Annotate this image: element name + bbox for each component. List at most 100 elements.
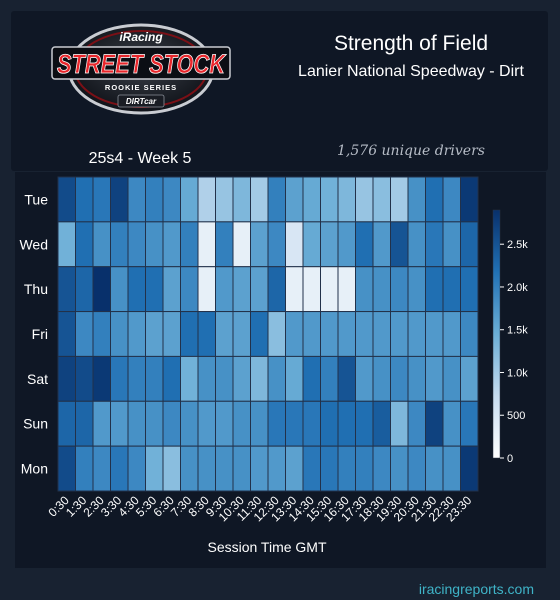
heatmap-cell[interactable]	[390, 221, 409, 268]
heatmap-cell[interactable]	[372, 445, 391, 492]
heatmap-cell[interactable]	[180, 445, 199, 492]
heatmap-cell[interactable]	[285, 176, 304, 223]
heatmap-cell[interactable]	[180, 311, 199, 357]
heatmap-cell[interactable]	[57, 176, 76, 223]
heatmap-cell[interactable]	[425, 266, 444, 313]
heatmap-cell[interactable]	[162, 266, 181, 313]
heatmap-cell[interactable]	[197, 221, 216, 268]
heatmap-cell[interactable]	[442, 266, 461, 313]
heatmap-cell[interactable]	[285, 445, 304, 492]
heatmap-cell[interactable]	[337, 266, 356, 313]
heatmap-cell[interactable]	[425, 400, 444, 447]
heatmap-cell[interactable]	[92, 221, 111, 268]
heatmap-cell[interactable]	[197, 445, 216, 492]
heatmap-cell[interactable]	[442, 311, 461, 357]
heatmap-cell[interactable]	[337, 311, 356, 357]
heatmap-cell[interactable]	[442, 400, 461, 447]
heatmap-cell[interactable]	[320, 445, 339, 492]
heatmap-cell[interactable]	[425, 445, 444, 492]
heatmap-cell[interactable]	[442, 445, 461, 492]
heatmap-cell[interactable]	[267, 266, 286, 313]
heatmap-cell[interactable]	[267, 445, 286, 492]
heatmap-cell[interactable]	[337, 221, 356, 268]
heatmap-cell[interactable]	[127, 445, 146, 492]
heatmap-cell[interactable]	[145, 176, 164, 223]
heatmap-cell[interactable]	[460, 266, 479, 313]
heatmap-cell[interactable]	[57, 445, 76, 492]
heatmap-cell[interactable]	[162, 400, 181, 447]
heatmap-cell[interactable]	[355, 221, 374, 268]
heatmap-cell[interactable]	[162, 311, 181, 357]
heatmap-cell[interactable]	[162, 355, 181, 402]
heatmap-cell[interactable]	[57, 355, 76, 402]
heatmap-cell[interactable]	[285, 311, 304, 357]
heatmap-cell[interactable]	[390, 355, 409, 402]
heatmap-cell[interactable]	[390, 445, 409, 492]
heatmap-cell[interactable]	[110, 266, 129, 313]
heatmap-cell[interactable]	[372, 400, 391, 447]
heatmap-cell[interactable]	[197, 176, 216, 223]
heatmap-cell[interactable]	[145, 400, 164, 447]
heatmap-cell[interactable]	[425, 176, 444, 223]
heatmap-cell[interactable]	[232, 221, 251, 268]
heatmap-cell[interactable]	[390, 176, 409, 223]
heatmap-cell[interactable]	[92, 445, 111, 492]
heatmap-cell[interactable]	[57, 221, 76, 268]
heatmap-cell[interactable]	[337, 355, 356, 402]
heatmap-cell[interactable]	[372, 176, 391, 223]
heatmap-cell[interactable]	[232, 355, 251, 402]
heatmap-cell[interactable]	[442, 355, 461, 402]
heatmap-cell[interactable]	[355, 445, 374, 492]
heatmap-cell[interactable]	[267, 400, 286, 447]
heatmap-cell[interactable]	[110, 311, 129, 357]
heatmap-cell[interactable]	[57, 400, 76, 447]
heatmap-cell[interactable]	[407, 445, 426, 492]
heatmap-cell[interactable]	[302, 445, 321, 492]
heatmap-cell[interactable]	[285, 221, 304, 268]
heatmap-cell[interactable]	[57, 311, 76, 357]
heatmap-cell[interactable]	[407, 311, 426, 357]
heatmap-cell[interactable]	[250, 355, 269, 402]
heatmap-cell[interactable]	[337, 176, 356, 223]
heatmap-cell[interactable]	[75, 445, 94, 492]
heatmap-cell[interactable]	[302, 176, 321, 223]
heatmap-cell[interactable]	[145, 221, 164, 268]
heatmap-cell[interactable]	[460, 176, 479, 223]
heatmap-cell[interactable]	[197, 266, 216, 313]
heatmap-cell[interactable]	[57, 266, 76, 313]
heatmap-cell[interactable]	[320, 176, 339, 223]
heatmap-cell[interactable]	[407, 176, 426, 223]
heatmap-cell[interactable]	[145, 355, 164, 402]
heatmap-cell[interactable]	[127, 311, 146, 357]
heatmap-cell[interactable]	[250, 266, 269, 313]
heatmap-cell[interactable]	[110, 445, 129, 492]
heatmap-cell[interactable]	[390, 311, 409, 357]
heatmap-cell[interactable]	[390, 266, 409, 313]
heatmap-cell[interactable]	[110, 355, 129, 402]
heatmap-cell[interactable]	[197, 355, 216, 402]
heatmap-cell[interactable]	[215, 311, 234, 357]
heatmap-cell[interactable]	[145, 445, 164, 492]
heatmap-cell[interactable]	[75, 355, 94, 402]
heatmap-cell[interactable]	[75, 266, 94, 313]
heatmap-cell[interactable]	[75, 221, 94, 268]
heatmap-cell[interactable]	[425, 221, 444, 268]
heatmap-cell[interactable]	[460, 400, 479, 447]
heatmap-cell[interactable]	[442, 176, 461, 223]
heatmap-cell[interactable]	[110, 221, 129, 268]
heatmap-cell[interactable]	[250, 311, 269, 357]
heatmap-cell[interactable]	[215, 400, 234, 447]
heatmap-cell[interactable]	[372, 311, 391, 357]
heatmap-cell[interactable]	[180, 221, 199, 268]
heatmap-cell[interactable]	[285, 266, 304, 313]
heatmap-cell[interactable]	[460, 445, 479, 492]
heatmap-cell[interactable]	[250, 176, 269, 223]
heatmap-cell[interactable]	[355, 311, 374, 357]
heatmap-cell[interactable]	[267, 311, 286, 357]
heatmap-cell[interactable]	[320, 400, 339, 447]
heatmap-cell[interactable]	[92, 311, 111, 357]
heatmap-cell[interactable]	[460, 221, 479, 268]
heatmap-cell[interactable]	[372, 266, 391, 313]
heatmap-cell[interactable]	[320, 221, 339, 268]
heatmap-cell[interactable]	[232, 445, 251, 492]
